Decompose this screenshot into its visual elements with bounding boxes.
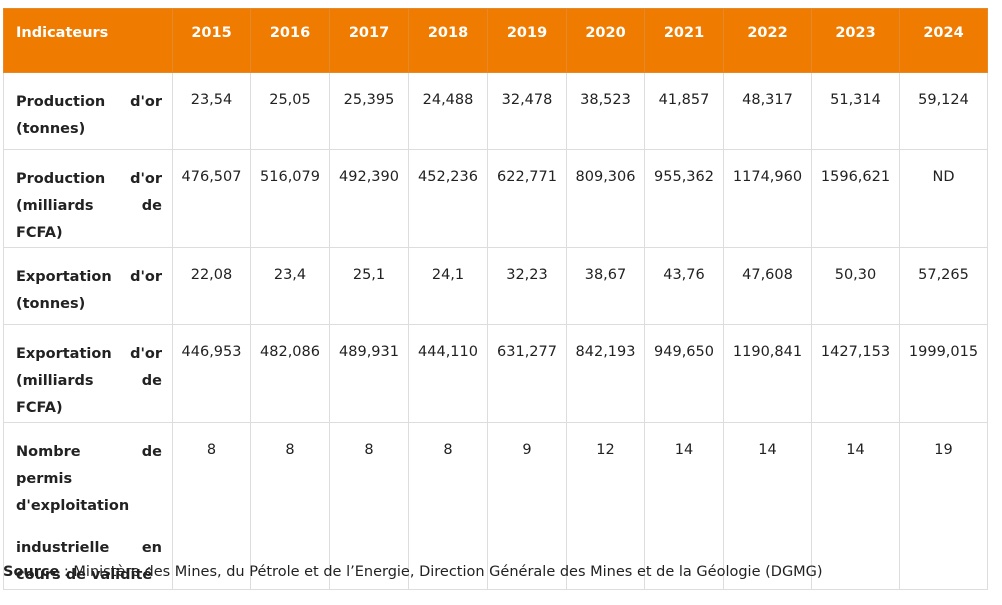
table-cell: 1190,841	[723, 324, 812, 423]
row-label-line2: (tonnes)	[16, 296, 86, 312]
table-cell: 57,265	[899, 247, 988, 325]
table-cell: 25,1	[329, 247, 409, 325]
table-cell: 809,306	[566, 149, 645, 248]
row-label-word: en	[141, 540, 162, 556]
header-year-2022: 2022	[723, 8, 812, 73]
table-cell: 43,76	[644, 247, 724, 325]
row-label-line1: Exportation d'or	[16, 341, 162, 368]
source-note: Source : Ministère des Mines, du Pétrole…	[3, 564, 823, 580]
table-row-production-fcfa: Production d'or (milliards de FCFA) 476,5…	[3, 149, 988, 248]
header-year-2015: 2015	[172, 8, 251, 73]
table-cell: 14	[811, 422, 900, 590]
row-label-word: industrielle	[16, 540, 110, 556]
table-row-production-tonnes: Production d'or (tonnes) 23,54 25,05 25,3…	[3, 72, 988, 150]
table-cell: 59,124	[899, 72, 988, 150]
row-label-word: Production	[16, 94, 106, 110]
header-year-2016: 2016	[250, 8, 330, 73]
table-cell: 1427,153	[811, 324, 900, 423]
row-label-line2: industrielle en	[16, 535, 162, 562]
source-label: Source	[3, 564, 60, 580]
table-cell: 51,314	[811, 72, 900, 150]
row-label-word: d'or	[130, 269, 162, 285]
table-cell: 14	[644, 422, 724, 590]
row-label: Production d'or (milliards de FCFA)	[3, 149, 173, 248]
row-label-line3: cours de validité	[16, 567, 153, 583]
row-label-line2: (tonnes)	[16, 121, 86, 137]
header-row: Indicateurs 2015 2016 2017 2018 2019 202…	[3, 8, 988, 73]
row-label-line1: Nombre de permis d'exploitation	[16, 444, 162, 514]
table-cell: 38,67	[566, 247, 645, 325]
row-label-line2: (milliards de FCFA)	[16, 373, 162, 416]
header-year-2023: 2023	[811, 8, 900, 73]
table-cell: 842,193	[566, 324, 645, 423]
row-label-paragraph2: industrielle en cours de validité	[16, 535, 162, 589]
table-cell: 22,08	[172, 247, 251, 325]
table-row-permits: Nombre de permis d'exploitation industri…	[3, 422, 988, 590]
row-label-word: d'or	[130, 346, 162, 362]
table-cell: ND	[899, 149, 988, 248]
row-label-word: Exportation	[16, 269, 112, 285]
source-text: : Ministère des Mines, du Pétrole et de …	[59, 564, 823, 580]
table-cell: 949,650	[644, 324, 724, 423]
header-indicators: Indicateurs	[3, 8, 173, 73]
table-cell: 516,079	[250, 149, 330, 248]
table-cell: 955,362	[644, 149, 724, 248]
table-cell: 19	[899, 422, 988, 590]
row-label-word: Exportation	[16, 346, 112, 362]
table-cell: 24,488	[408, 72, 488, 150]
header-year-2024: 2024	[899, 8, 988, 73]
table-cell: 476,507	[172, 149, 251, 248]
row-label: Exportation d'or (tonnes)	[3, 247, 173, 325]
table-cell: 482,086	[250, 324, 330, 423]
table-cell: 41,857	[644, 72, 724, 150]
table-cell: 25,05	[250, 72, 330, 150]
table-header: Indicateurs 2015 2016 2017 2018 2019 202…	[3, 8, 988, 73]
table-cell: 23,54	[172, 72, 251, 150]
header-year-2018: 2018	[408, 8, 488, 73]
table-cell: 631,277	[487, 324, 567, 423]
table-cell: 622,771	[487, 149, 567, 248]
table-cell: 32,478	[487, 72, 567, 150]
table-cell: 1596,621	[811, 149, 900, 248]
table-cell: 446,953	[172, 324, 251, 423]
table-row-export-fcfa: Exportation d'or (milliards de FCFA) 446,…	[3, 324, 988, 423]
table-cell: 25,395	[329, 72, 409, 150]
row-label-word: Production	[16, 171, 106, 187]
table-cell: 12	[566, 422, 645, 590]
row-label-word: d'or	[130, 94, 162, 110]
table-cell: 47,608	[723, 247, 812, 325]
table-cell: 452,236	[408, 149, 488, 248]
table-cell: 492,390	[329, 149, 409, 248]
row-label: Nombre de permis d'exploitation industri…	[3, 422, 173, 590]
row-label: Production d'or (tonnes)	[3, 72, 173, 150]
table-cell: 24,1	[408, 247, 488, 325]
gold-indicators-table: Indicateurs 2015 2016 2017 2018 2019 202…	[3, 8, 988, 590]
table-cell: 14	[723, 422, 812, 590]
row-label-line1: Exportation d'or	[16, 264, 162, 291]
table-cell: 38,523	[566, 72, 645, 150]
table-cell: 8	[250, 422, 330, 590]
table-body: Production d'or (tonnes) 23,54 25,05 25,3…	[3, 72, 988, 590]
row-label-line2: (milliards de FCFA)	[16, 198, 162, 241]
table-cell: 8	[329, 422, 409, 590]
table-cell: 23,4	[250, 247, 330, 325]
header-year-2021: 2021	[644, 8, 724, 73]
table-cell: 1999,015	[899, 324, 988, 423]
table-cell: 1174,960	[723, 149, 812, 248]
header-year-2019: 2019	[487, 8, 567, 73]
table-cell: 444,110	[408, 324, 488, 423]
table-row-export-tonnes: Exportation d'or (tonnes) 22,08 23,4 25,1…	[3, 247, 988, 325]
header-year-2017: 2017	[329, 8, 409, 73]
header-year-2020: 2020	[566, 8, 645, 73]
table-cell: 32,23	[487, 247, 567, 325]
table-cell: 50,30	[811, 247, 900, 325]
row-label-line1: Production d'or	[16, 166, 162, 193]
row-label-line1: Production d'or	[16, 89, 162, 116]
table-cell: 48,317	[723, 72, 812, 150]
table-cell: 489,931	[329, 324, 409, 423]
row-label-word: d'or	[130, 171, 162, 187]
row-label: Exportation d'or (milliards de FCFA)	[3, 324, 173, 423]
